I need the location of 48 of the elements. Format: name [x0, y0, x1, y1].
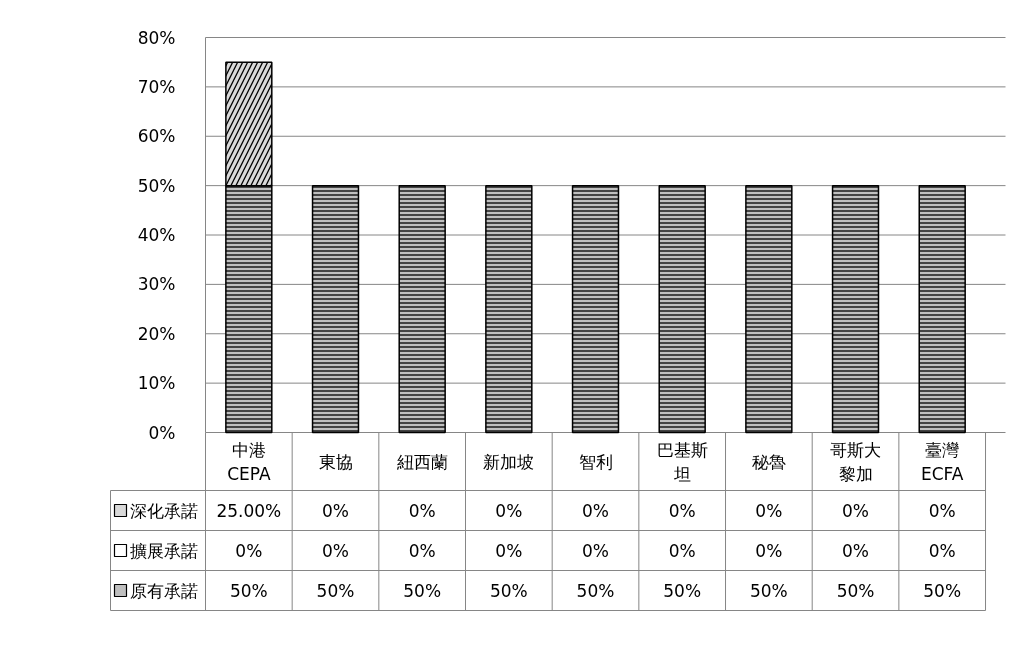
data-label: 50%	[749, 580, 788, 601]
x-tick-label: 東協	[318, 451, 353, 472]
y-tick-label: 30%	[137, 274, 176, 295]
data-label: 25.00%	[216, 500, 282, 521]
y-tick-label: 40%	[137, 225, 176, 245]
data-label: 0%	[582, 500, 610, 521]
data-label: 0%	[582, 540, 610, 561]
data-label: 50%	[576, 580, 615, 601]
y-tick-label: 50%	[137, 175, 176, 196]
legend-label: 原有承諾	[129, 580, 198, 601]
y-tick-label: 60%	[137, 126, 176, 147]
x-tick-label: 智利	[578, 451, 613, 472]
x-tick-label: 秘魯	[751, 451, 786, 472]
x-tick-label: 中港CEPA	[227, 439, 271, 484]
x-tick-label: 紐西蘭	[395, 451, 448, 472]
data-label: 0%	[755, 540, 783, 561]
data-label: 0%	[928, 540, 956, 561]
y-tick-label: 10%	[137, 373, 176, 394]
legend-label: 深化承諾	[129, 500, 198, 521]
data-label: 50%	[663, 580, 702, 601]
y-tick-label: 20%	[137, 323, 176, 344]
data-label: 0%	[842, 540, 870, 561]
data-label: 0%	[928, 500, 956, 521]
data-label: 0%	[235, 540, 263, 561]
y-tick-label: 0%	[148, 422, 176, 443]
data-label: 0%	[322, 540, 349, 561]
data-label: 50%	[229, 580, 268, 601]
data-label: 0%	[322, 500, 349, 521]
data-label: 50%	[403, 580, 442, 601]
data-label: 0%	[755, 500, 783, 521]
data-label: 50%	[923, 580, 962, 601]
data-label: 50%	[489, 580, 528, 601]
data-label: 0%	[495, 500, 523, 521]
y-tick-label: 80%	[137, 27, 176, 48]
data-label: 50%	[316, 580, 355, 601]
data-label: 0%	[842, 500, 870, 521]
data-label: 50%	[836, 580, 875, 601]
x-tick-label: 巴基斯坦	[656, 439, 708, 484]
data-label: 0%	[408, 500, 436, 521]
x-tick-label: 臺灣ECFA	[920, 439, 964, 484]
data-label: 0%	[408, 540, 436, 561]
legend-label: 擴展承諾	[129, 540, 198, 561]
data-label: 0%	[495, 540, 523, 561]
y-tick-label: 70%	[137, 76, 176, 97]
x-tick-label: 新加坡	[483, 451, 535, 472]
data-label: 0%	[668, 500, 696, 521]
data-label: 0%	[668, 540, 696, 561]
x-tick-label: 哥斯大黎加	[830, 439, 882, 484]
